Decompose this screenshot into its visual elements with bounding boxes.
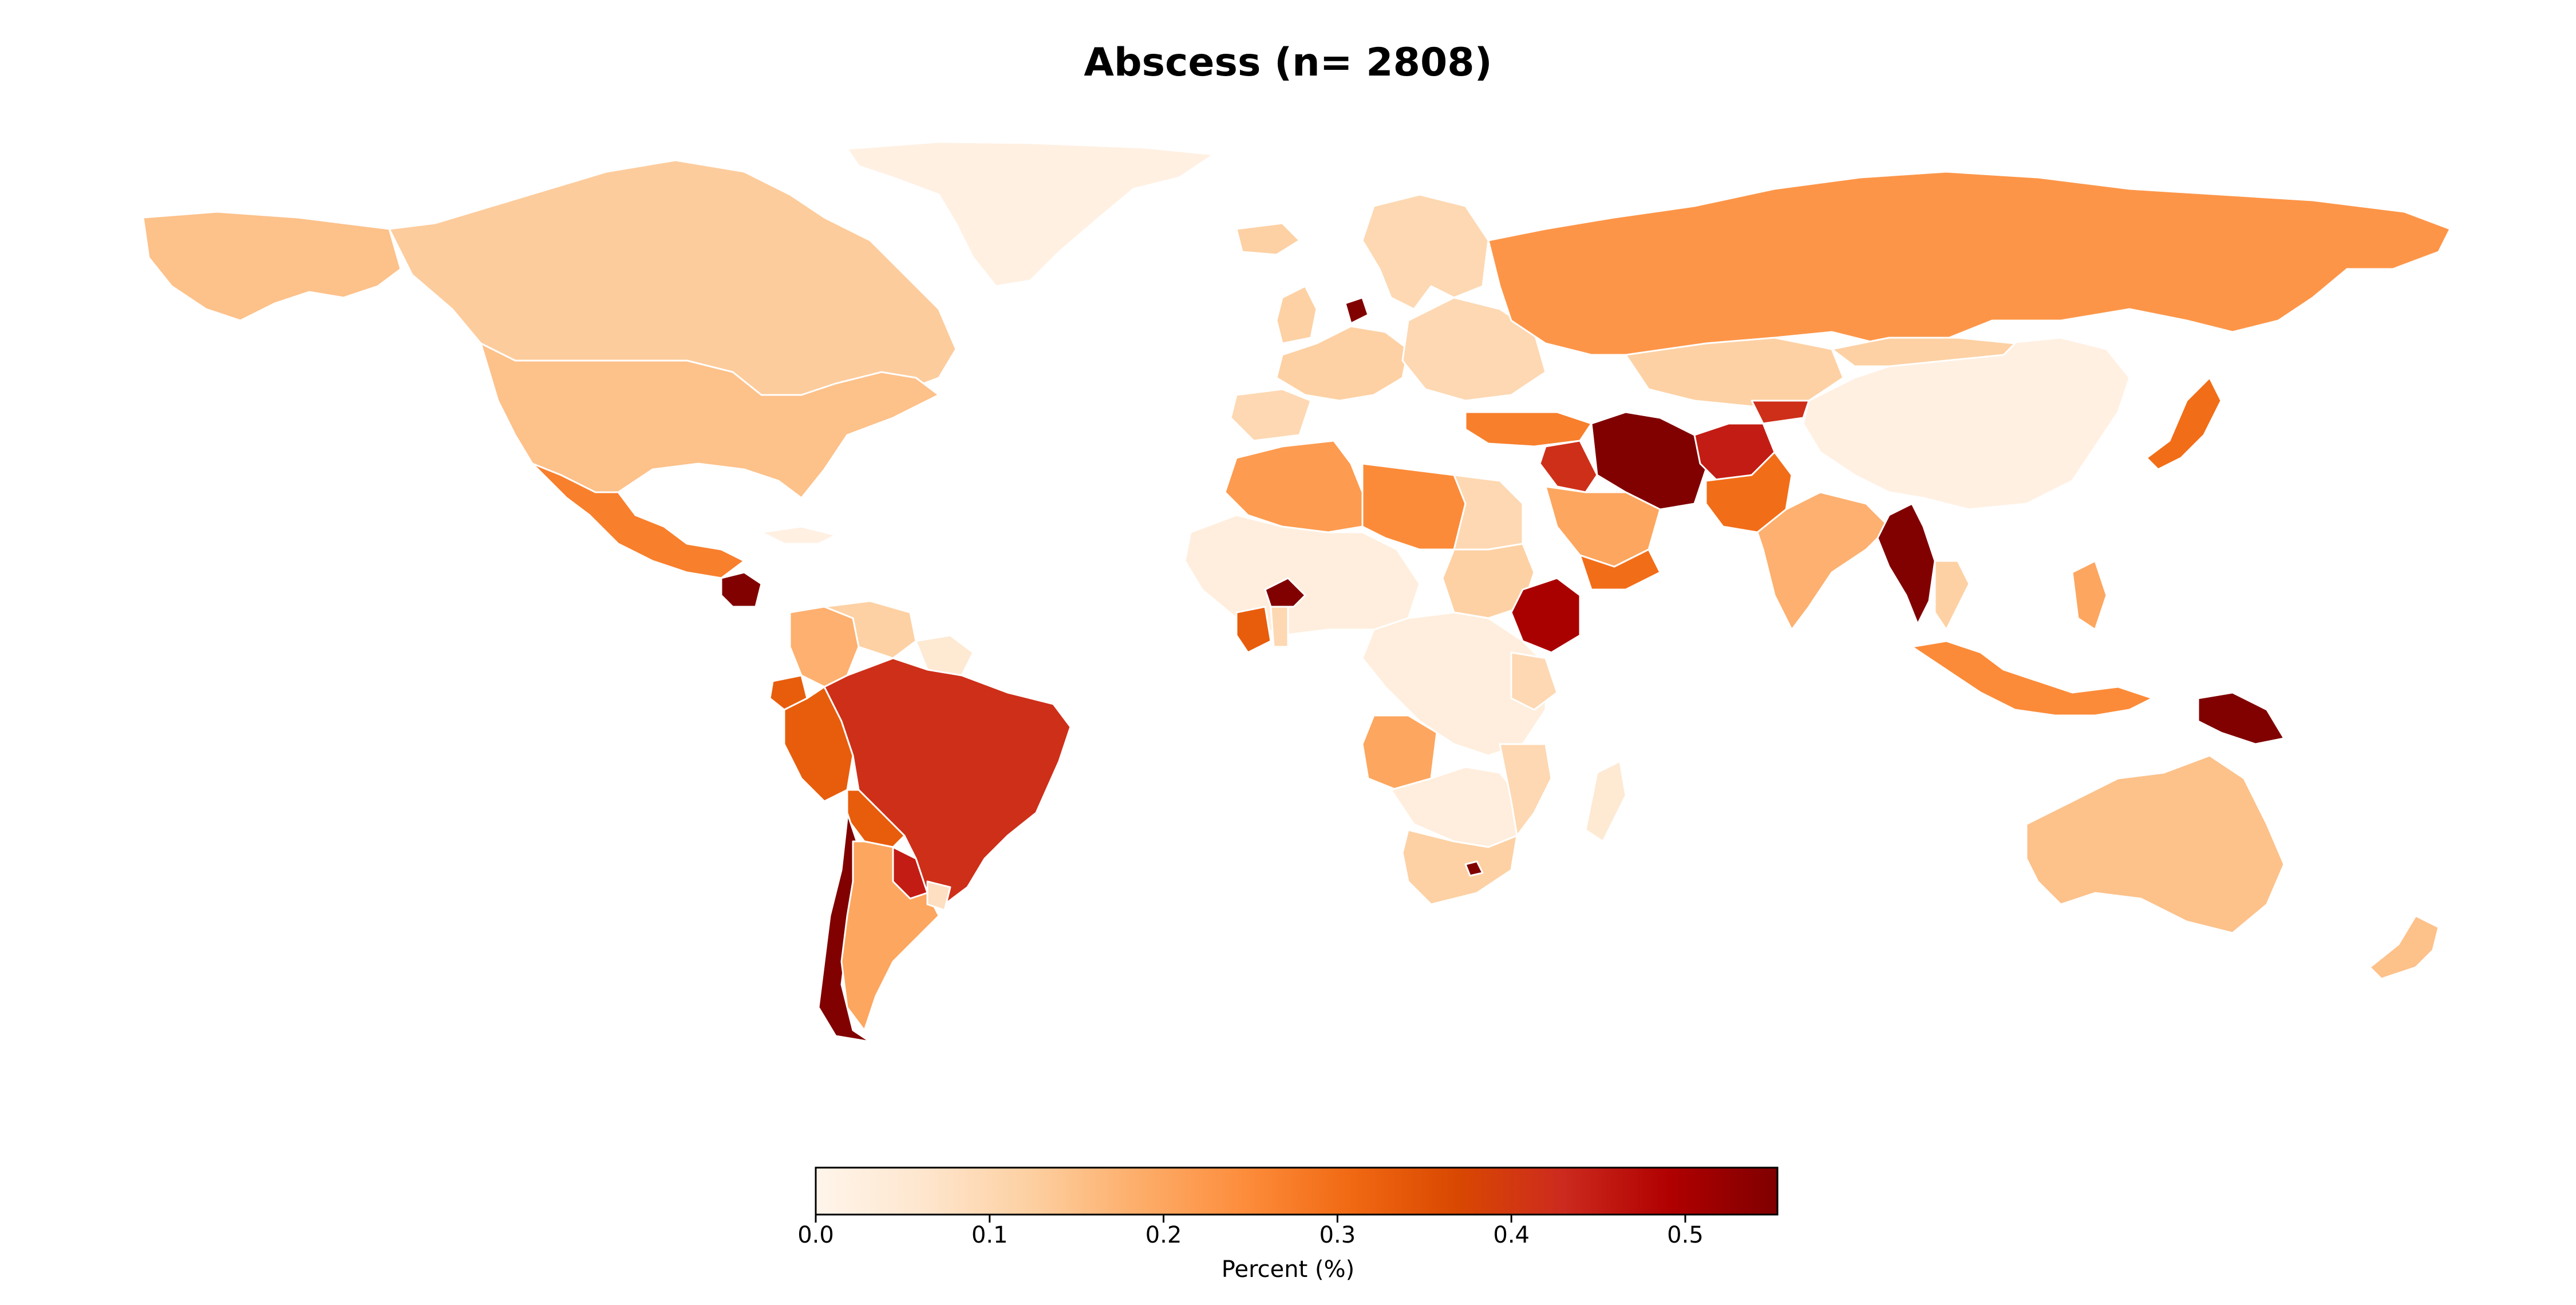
region-cuba (760, 525, 837, 545)
region-ethiopia (1510, 577, 1581, 654)
region-mongolia (1831, 337, 2016, 367)
region-iraq (1539, 440, 1598, 493)
region-south-africa (1401, 829, 1518, 905)
region-peru (783, 686, 854, 802)
colorbar-ticks (815, 1215, 1686, 1223)
region-cote-d-ivoire (1235, 606, 1272, 654)
region-japan (2146, 377, 2222, 470)
region-argentina (840, 840, 940, 1031)
region-guyana (915, 634, 974, 677)
region-indonesia (1911, 640, 2154, 717)
colorbar-rect (815, 1166, 1779, 1216)
map-title: Abscess (n= 2808) (1084, 40, 1492, 85)
region-iceland (1235, 222, 1301, 256)
region-burkina-faso (1264, 577, 1306, 608)
region-myanmar (1876, 503, 1936, 625)
region-uruguay (926, 880, 951, 911)
region-guatemala (720, 571, 762, 608)
region-lesotho (1464, 860, 1484, 877)
colorbar-axis-label: Percent (%) (1221, 1256, 1355, 1283)
region-madagascar (1585, 760, 1627, 843)
region-iran (1590, 411, 1707, 511)
region-brazil (823, 657, 1072, 905)
region-greenland (846, 141, 1215, 287)
region-thailand (1934, 560, 1970, 631)
region-scandinavia (1361, 193, 1490, 310)
region-new-zealand (2369, 915, 2440, 980)
region-kenya (1510, 651, 1558, 711)
region-central-africa (1361, 611, 1547, 757)
region-papua-new-guinea (2197, 691, 2285, 745)
colorbar (815, 1166, 1779, 1223)
region-eastern-europe (1401, 296, 1547, 402)
region-angola (1361, 714, 1438, 791)
region-alaska-usa (142, 211, 402, 322)
region-venezuela (823, 600, 917, 659)
region-russia (1487, 171, 2451, 356)
region-mozambique (1499, 743, 1552, 837)
region-yemen (1579, 548, 1661, 591)
region-philippines (2071, 560, 2108, 631)
region-united-kingdom (1275, 285, 1318, 345)
region-kyrgyzstan (1751, 400, 1810, 425)
region-mexico (531, 462, 745, 579)
region-kazakhstan (1625, 337, 1844, 408)
region-western-europe (1275, 325, 1409, 402)
region-egypt (1453, 474, 1524, 551)
region-australia (2025, 754, 2285, 934)
region-india (1756, 491, 1890, 631)
region-ghana (1270, 606, 1289, 648)
countries-layer (142, 141, 2451, 1043)
region-spain (1230, 388, 1312, 442)
region-libya (1361, 462, 1467, 551)
region-denmark (1344, 296, 1369, 325)
